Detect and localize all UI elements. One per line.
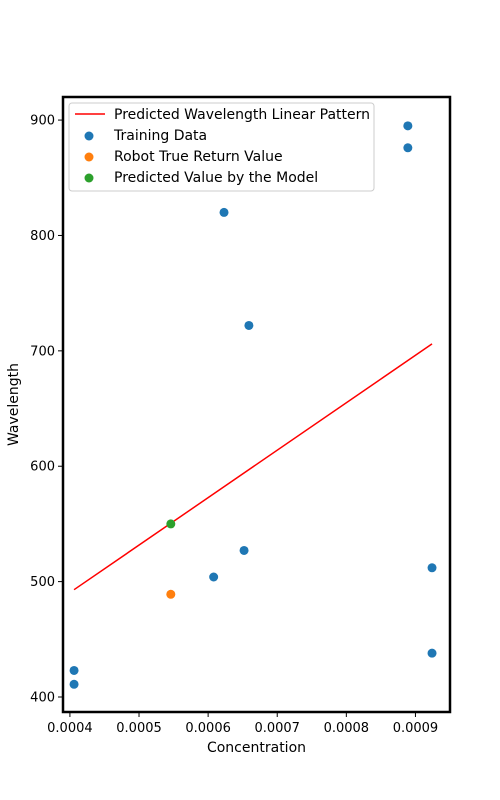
- x-axis: 0.0004 0.0005 0.0006 0.0007 0.0008 0.0009: [47, 712, 438, 736]
- y-tick-label: 900: [30, 114, 55, 129]
- data-point-series-1: [403, 121, 413, 131]
- data-point-series-1: [427, 563, 437, 573]
- data-point-series-1: [69, 679, 79, 689]
- x-axis-label: Concentration: [207, 740, 306, 756]
- legend-swatch-dot: [84, 152, 94, 162]
- data-point-series-1: [239, 545, 249, 555]
- data-point-series-1: [219, 207, 229, 217]
- plot-frame: [61, 95, 452, 714]
- legend-label: Predicted Wavelength Linear Pattern: [114, 107, 370, 123]
- legend-label: Robot True Return Value: [114, 149, 283, 165]
- series-line-predicted-linear-pattern: [73, 343, 433, 591]
- data-point-series-1: [427, 648, 437, 658]
- y-tick-label: 700: [30, 344, 55, 359]
- x-tick-label: 0.0009: [393, 721, 439, 736]
- legend-label: Predicted Value by the Model: [114, 170, 318, 186]
- y-tick-label: 800: [30, 229, 55, 244]
- data-point-series-1: [209, 572, 219, 582]
- legend: Predicted Wavelength Linear Pattern Train…: [68, 102, 375, 192]
- legend-swatch-dot: [84, 131, 94, 141]
- y-axis: 400 500 600 700 800 900: [30, 114, 63, 706]
- data-point-series-1: [244, 320, 254, 330]
- x-tick-label: 0.0005: [116, 721, 162, 736]
- plot-marks: [69, 121, 437, 689]
- data-point-series-1: [403, 143, 413, 153]
- y-tick-label: 600: [30, 460, 55, 475]
- x-tick-label: 0.0007: [254, 721, 300, 736]
- x-tick-label: 0.0008: [324, 721, 370, 736]
- x-tick-label: 0.0006: [185, 721, 231, 736]
- data-point-series-3: [166, 519, 176, 529]
- data-point-series-2: [166, 589, 176, 599]
- y-tick-label: 500: [30, 575, 55, 590]
- y-axis-label: Wavelength: [6, 363, 22, 446]
- legend-box: [68, 102, 375, 192]
- y-tick-label: 400: [30, 691, 55, 706]
- legend-swatch-dot: [84, 173, 94, 183]
- x-tick-label: 0.0004: [47, 721, 93, 736]
- legend-label: Training Data: [113, 128, 207, 144]
- data-point-series-1: [69, 665, 79, 675]
